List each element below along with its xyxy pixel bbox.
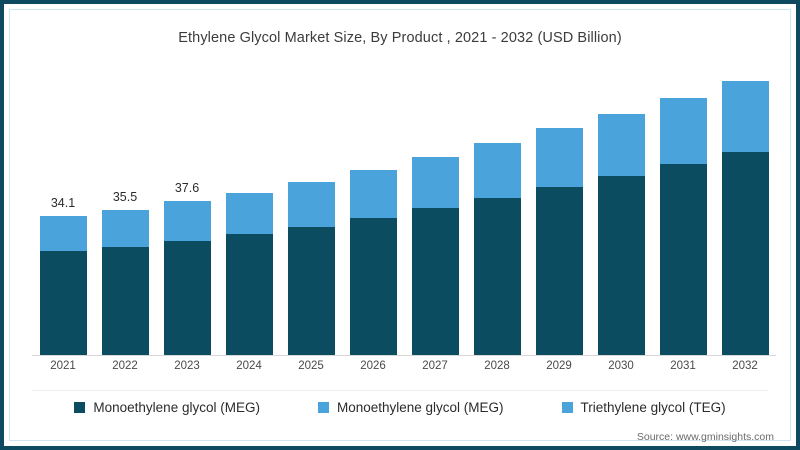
bar-slot: 35.5 bbox=[94, 68, 156, 356]
x-axis-tick-2025: 2025 bbox=[298, 360, 324, 372]
bar-segment-meg bbox=[349, 217, 397, 356]
bar-segment-meg bbox=[287, 226, 335, 356]
bar-segment-teg bbox=[101, 209, 149, 247]
x-axis-tick-2028: 2028 bbox=[484, 360, 510, 372]
axis-baseline bbox=[32, 355, 776, 356]
bar-segment-teg bbox=[349, 169, 397, 218]
legend-label: Monoethylene glycol (MEG) bbox=[93, 400, 260, 415]
bar-segment-meg bbox=[225, 234, 273, 356]
legend-swatch-icon bbox=[561, 402, 573, 413]
x-axis-tick-labels: 2021 2022 2023 2024 2025 2026 2027 2028 2029 2030… bbox=[32, 360, 776, 372]
bar-segment-meg bbox=[659, 164, 707, 356]
legend-label: Monoethylene glycol (MEG) bbox=[336, 400, 504, 415]
bar-value-label: 37.6 bbox=[174, 181, 200, 196]
bar-segment-teg bbox=[163, 201, 211, 241]
legend-item-0[interactable]: Monoethylene glycol (MEG) bbox=[74, 400, 260, 415]
chart-title: Ethylene Glycol Market Size, By Product … bbox=[178, 30, 622, 46]
bar-slot bbox=[652, 68, 714, 356]
stacked-bar bbox=[473, 142, 521, 356]
bar-slot bbox=[466, 68, 528, 356]
bar-value-label: 35.5 bbox=[112, 189, 138, 204]
bar-segment-meg bbox=[101, 246, 149, 356]
bar-segment-teg bbox=[411, 156, 459, 209]
bar-segment-meg bbox=[597, 176, 645, 356]
stacked-bar bbox=[659, 97, 707, 356]
bar-slot bbox=[404, 68, 466, 356]
x-axis-tick-2032: 2032 bbox=[732, 360, 758, 372]
x-axis-tick-2021: 2021 bbox=[50, 360, 76, 372]
bar-slot bbox=[342, 68, 404, 356]
stacked-bar bbox=[721, 81, 769, 356]
stacked-bar bbox=[349, 169, 397, 356]
bar-slot bbox=[528, 68, 590, 356]
x-axis-tick-2026: 2026 bbox=[360, 360, 386, 372]
legend-swatch-icon bbox=[317, 402, 329, 413]
bar-segment-meg bbox=[721, 151, 769, 356]
bar-segment-teg bbox=[535, 128, 583, 187]
bar-segment-teg bbox=[597, 113, 645, 177]
x-axis-tick-2031: 2031 bbox=[670, 360, 696, 372]
bar-segment-meg bbox=[473, 198, 521, 356]
bar-segment-teg bbox=[659, 97, 707, 165]
bar-slot bbox=[280, 68, 342, 356]
bar-segment-teg bbox=[721, 81, 769, 152]
x-axis-tick-2029: 2029 bbox=[546, 360, 572, 372]
bar-segment-meg bbox=[411, 208, 459, 356]
bar-group: 34.1 35.5 37.6 bbox=[32, 68, 776, 356]
bar-segment-teg bbox=[473, 142, 521, 199]
bar-segment-meg bbox=[535, 186, 583, 356]
legend-swatch-icon bbox=[74, 402, 86, 413]
source-attribution: Source: www.gminsights.com bbox=[636, 431, 774, 443]
legend-divider bbox=[32, 390, 768, 391]
legend-label: Triethylene glycol (TEG) bbox=[580, 400, 726, 415]
stacked-bar bbox=[535, 128, 583, 356]
stacked-bar bbox=[287, 181, 335, 356]
x-axis-tick-2022: 2022 bbox=[112, 360, 138, 372]
bar-segment-meg bbox=[163, 240, 211, 356]
bar-segment-teg bbox=[39, 215, 87, 251]
bar-slot bbox=[590, 68, 652, 356]
stacked-bar bbox=[411, 156, 459, 356]
stacked-bar bbox=[163, 201, 211, 356]
legend-item-1[interactable]: Monoethylene glycol (MEG) bbox=[317, 400, 504, 415]
bar-slot: 37.6 bbox=[156, 68, 218, 356]
legend-item-2[interactable]: Triethylene glycol (TEG) bbox=[561, 400, 726, 415]
x-axis-tick-2024: 2024 bbox=[236, 360, 262, 372]
x-axis-tick-2027: 2027 bbox=[422, 360, 448, 372]
x-axis-tick-2023: 2023 bbox=[174, 360, 200, 372]
bar-slot bbox=[714, 68, 776, 356]
bar-slot bbox=[218, 68, 280, 356]
chart-legend: Monoethylene glycol (MEG) Monoethylene gl… bbox=[4, 400, 796, 415]
plot-area: 34.1 35.5 37.6 bbox=[32, 68, 776, 356]
stacked-bar bbox=[225, 192, 273, 356]
bar-segment-teg bbox=[287, 181, 335, 227]
bar-value-label: 34.1 bbox=[50, 195, 76, 210]
bar-slot: 34.1 bbox=[32, 68, 94, 356]
stacked-bar bbox=[597, 113, 645, 356]
stacked-bar bbox=[101, 209, 149, 356]
x-axis-tick-2030: 2030 bbox=[608, 360, 634, 372]
bar-segment-meg bbox=[39, 250, 87, 356]
bar-segment-teg bbox=[225, 192, 273, 235]
stacked-bar bbox=[39, 215, 87, 356]
